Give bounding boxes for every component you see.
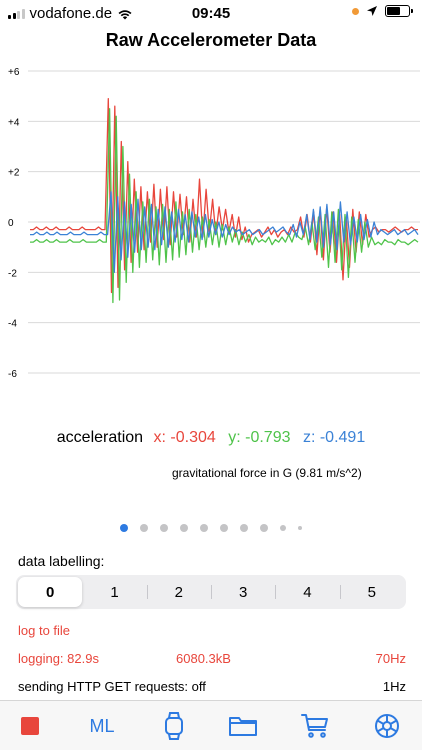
y-tick-label: +6: [8, 67, 20, 78]
page-dot[interactable]: [280, 525, 286, 531]
page-dot[interactable]: [180, 524, 188, 532]
tab-ml[interactable]: ML: [85, 712, 119, 740]
status-time: 09:45: [191, 5, 231, 22]
logging-size: 6080.3kB: [176, 651, 231, 666]
folder-icon: [229, 717, 257, 736]
watch-icon: [165, 712, 183, 740]
ml-icon: ML: [89, 715, 115, 736]
y-tick-label: -4: [8, 319, 17, 330]
acceleration-label: acceleration: [56, 429, 144, 446]
tab-settings[interactable]: [372, 712, 402, 740]
acceleration-y-value: y: -0.793: [228, 429, 291, 446]
cart-icon: [301, 714, 328, 738]
tab-bar: ML: [0, 700, 422, 750]
log-to-file-button[interactable]: log to file: [18, 623, 71, 638]
page-dot[interactable]: [220, 524, 228, 532]
acceleration-readout: acceleration x: -0.304 y: -0.793 z: -0.4…: [0, 429, 422, 447]
label-segment-4[interactable]: 4: [275, 577, 339, 607]
page-title: Raw Accelerometer Data: [105, 30, 317, 50]
page-dot[interactable]: [240, 524, 248, 532]
gravity-note: gravitational force in G (9.81 m/s^2): [172, 466, 362, 480]
label-segment-5[interactable]: 5: [339, 577, 404, 607]
settings-icon: [375, 714, 399, 738]
battery-icon: [385, 5, 413, 17]
y-tick-label: +2: [8, 168, 20, 179]
http-rate: 1Hz: [382, 679, 406, 694]
logging-rate: 70Hz: [375, 651, 406, 666]
accelerometer-chart: +6 +4 +2 0 -2 -4 -6: [8, 67, 420, 380]
tab-watch[interactable]: [159, 712, 189, 740]
page-dot[interactable]: [120, 524, 128, 532]
logging-duration: logging: 82.9s: [18, 651, 99, 666]
tab-stop[interactable]: [15, 712, 45, 740]
y-tick-label: +4: [8, 117, 20, 128]
label-segment-0[interactable]: 0: [18, 577, 83, 607]
label-segment-1[interactable]: 1: [110, 583, 119, 601]
page-indicator[interactable]: [0, 524, 422, 532]
acceleration-x-value: x: -0.304: [153, 429, 216, 446]
tab-files[interactable]: [227, 712, 259, 740]
data-labelling-caption: data labelling:: [18, 553, 105, 569]
page-dot[interactable]: [160, 524, 168, 532]
label-segment-2[interactable]: 2: [146, 577, 211, 607]
label-segment-3[interactable]: 3: [210, 577, 275, 607]
location-arrow-icon: [367, 6, 377, 16]
y-tick-label: -6: [8, 369, 17, 380]
stop-icon: [21, 717, 39, 735]
signal-icon: [8, 8, 25, 19]
tab-store[interactable]: [300, 712, 330, 740]
http-status-label: sending HTTP GET requests: off: [18, 679, 206, 694]
status-right: [352, 5, 413, 17]
series-line-y: [30, 108, 419, 304]
wifi-icon: [118, 9, 132, 19]
series-line-z: [30, 191, 419, 273]
y-tick-label: 0: [8, 218, 14, 229]
recording-indicator-icon: [352, 7, 359, 15]
y-tick-label: -2: [8, 268, 17, 279]
status-bar: vodafone.de 09:45: [0, 0, 422, 26]
page-dot[interactable]: [298, 526, 302, 530]
carrier-name: vodafone.de: [29, 5, 113, 22]
page-dot[interactable]: [140, 524, 148, 532]
series-line-x: [30, 98, 418, 294]
page-dot[interactable]: [200, 524, 208, 532]
status-left: vodafone.de: [8, 5, 133, 22]
acceleration-z-value: z: -0.491: [302, 429, 366, 446]
page-dot[interactable]: [260, 524, 268, 532]
